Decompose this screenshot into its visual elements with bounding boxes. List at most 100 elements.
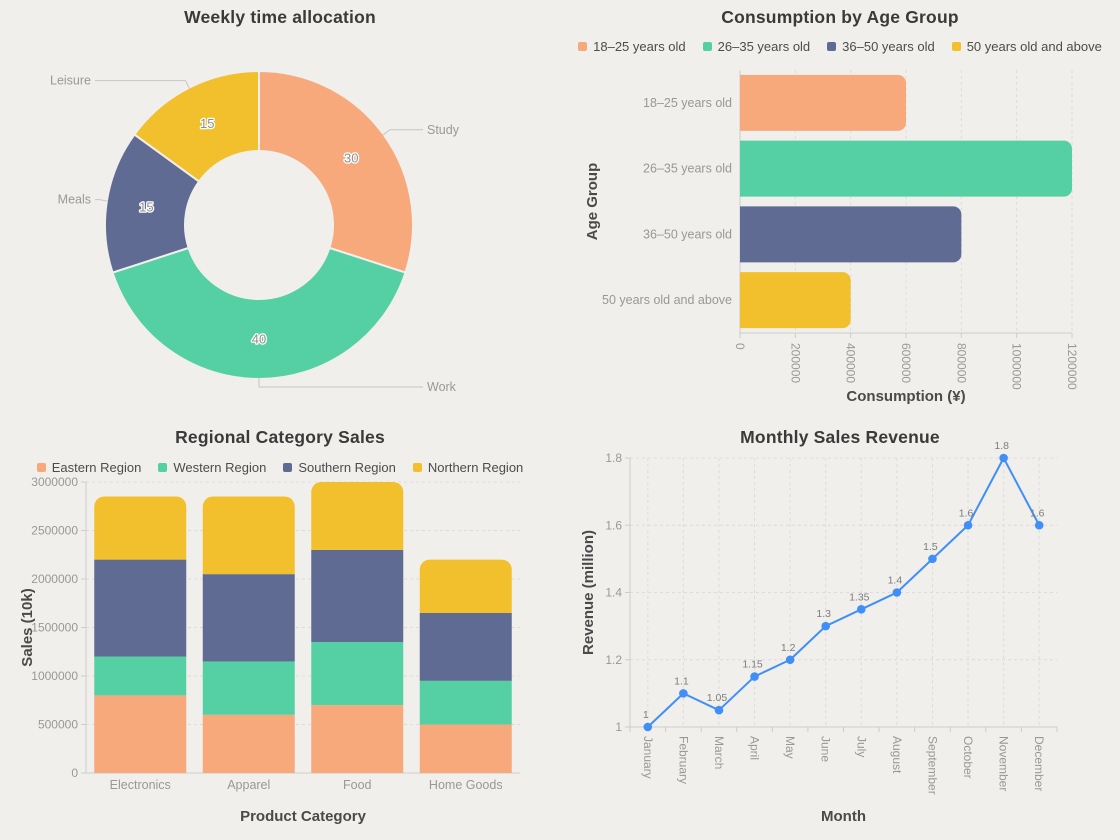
y-tick-label: 1500000 — [31, 621, 78, 635]
bar-26-35-years-old[interactable] — [740, 140, 1072, 197]
donut-label-line-work — [258, 378, 423, 388]
y-axis-title: Sales (10k) — [19, 588, 36, 666]
chart-title-consumption-by-age-group: Consumption by Age Group — [721, 7, 959, 27]
bar-18-25-years-old[interactable] — [740, 74, 906, 131]
stack-segment-food-eastern-region[interactable] — [311, 705, 404, 773]
stack-segment-home-goods-eastern-region[interactable] — [419, 724, 512, 774]
line-point-november[interactable] — [999, 453, 1008, 463]
x-axis-title: Product Category — [240, 808, 367, 825]
point-value-label-march: 1.05 — [707, 692, 728, 704]
donut-name-label-study: Study — [427, 123, 460, 137]
stack-segment-home-goods-southern-region[interactable] — [419, 612, 512, 681]
stack-segment-apparel-eastern-region[interactable] — [202, 714, 295, 773]
category-label-electronics: Electronics — [110, 778, 171, 792]
category-label-18-25-years-old: 18–25 years old — [643, 96, 732, 110]
donut-slice-meals[interactable] — [104, 133, 201, 274]
legend-item-northern-region[interactable]: Northern Region — [412, 460, 523, 475]
line-point-september[interactable] — [928, 554, 937, 564]
chart-title-regional-category-sales: Regional Category Sales — [175, 427, 385, 447]
legend-item-eastern-region[interactable]: Eastern Region — [36, 460, 142, 475]
x-tick-label-april: April — [748, 736, 762, 760]
line-point-june[interactable] — [821, 621, 831, 631]
y-tick-label: 1 — [615, 720, 622, 734]
revenue-line-series[interactable] — [647, 457, 1041, 728]
donut-slice-work[interactable] — [111, 246, 407, 381]
donut-slice-study[interactable] — [258, 69, 414, 274]
point-value-label-may: 1.2 — [781, 642, 796, 654]
bar-50-years-old-and-above[interactable] — [740, 272, 851, 329]
stack-segment-home-goods-northern-region[interactable] — [419, 559, 512, 613]
stack-segment-apparel-western-region[interactable] — [202, 661, 295, 715]
stack-segment-food-western-region[interactable] — [311, 642, 404, 706]
stack-segment-electronics-northern-region[interactable] — [94, 496, 187, 560]
line-point-march[interactable] — [714, 705, 724, 715]
legend-item-18-25-years-old[interactable]: 18–25 years old — [578, 39, 686, 54]
x-tick-label-september: September — [925, 736, 939, 795]
line-point-february[interactable] — [679, 689, 688, 698]
line-point-may[interactable] — [785, 655, 795, 665]
stack-segment-electronics-southern-region[interactable] — [94, 559, 187, 657]
y-tick-label: 3000000 — [31, 475, 78, 489]
point-value-label-january: 1 — [643, 709, 649, 721]
stack-segment-apparel-northern-region[interactable] — [202, 496, 295, 575]
line-point-july[interactable] — [856, 605, 866, 614]
stack-segment-food-southern-region[interactable] — [311, 549, 404, 643]
legend-label: Eastern Region — [51, 460, 142, 475]
donut-value-label-work: 40 — [252, 332, 266, 347]
donut-slice-leisure[interactable] — [133, 69, 260, 183]
category-label-home-goods: Home Goods — [429, 778, 503, 792]
x-tick-label: 800000 — [954, 343, 968, 383]
y-tick-label: 0 — [71, 766, 78, 780]
legend-label: 18–25 years old — [593, 39, 686, 54]
x-axis-title: Month — [821, 808, 866, 825]
line-point-october[interactable] — [963, 520, 973, 530]
legend-item-36-50-years-old[interactable]: 36–50 years old — [827, 39, 935, 54]
y-axis-title: Revenue (million) — [580, 530, 597, 655]
legend-item-50-years-old-and-above[interactable]: 50 years old and above — [951, 39, 1102, 54]
point-value-label-december: 1.6 — [1030, 507, 1045, 519]
legend-consumption-by-age-group: 18–25 years old 26–35 years old 36–50 year… — [560, 39, 1120, 54]
line-point-april[interactable] — [750, 672, 759, 681]
x-tick-label-march: March — [712, 736, 726, 769]
weekly-time-allocation-donut-chart: 30 Study 40 Work 15 Meals 15 Leisure — [50, 69, 460, 394]
stack-segment-apparel-southern-region[interactable] — [202, 574, 295, 662]
line-point-december[interactable] — [1034, 520, 1044, 530]
line-point-august[interactable] — [892, 588, 902, 597]
point-value-label-june: 1.3 — [816, 608, 831, 620]
point-value-label-february: 1.1 — [674, 675, 689, 687]
x-tick-label-february: February — [676, 736, 690, 784]
bar-36-50-years-old[interactable] — [740, 206, 962, 263]
category-label-50-years-old-and-above: 50 years old and above — [602, 293, 732, 307]
donut-value-label-meals: 15 — [139, 200, 153, 215]
category-label-apparel: Apparel — [227, 778, 270, 792]
x-tick-label: 600000 — [899, 343, 913, 383]
monthly-sales-revenue-line-chart: 1 1.2 1.4 1.6 1.8 1 January 1.1 February 1.05 Marc… — [580, 440, 1058, 825]
y-axis-title: Age Group — [584, 163, 601, 241]
panel-consumption-by-age-group: Consumption by Age Group 18–25 years old… — [560, 0, 1120, 420]
chart-title-weekly-time-allocation: Weekly time allocation — [184, 7, 376, 27]
x-tick-label: 1000000 — [1010, 343, 1024, 390]
donut-label-line-meals — [95, 199, 108, 202]
stack-segment-electronics-western-region[interactable] — [94, 656, 187, 696]
stack-segment-electronics-eastern-region[interactable] — [94, 695, 187, 773]
legend-swatch-icon — [36, 463, 46, 472]
line-point-january[interactable] — [643, 722, 653, 732]
category-label-food: Food — [343, 778, 372, 792]
x-tick-label-october: October — [961, 736, 975, 779]
legend-item-western-region[interactable]: Western Region — [158, 460, 266, 475]
x-tick-label-august: August — [890, 736, 904, 774]
legend-item-southern-region[interactable]: Southern Region — [283, 460, 396, 475]
legend-item-26-35-years-old[interactable]: 26–35 years old — [702, 39, 810, 54]
x-tick-label-may: May — [783, 736, 797, 759]
panel-weekly-time-allocation: Weekly time allocation 30 Study 40 Work 15 Me… — [0, 0, 560, 420]
legend-label: Southern Region — [298, 460, 396, 475]
legend-swatch-icon — [158, 463, 168, 472]
donut-value-label-study: 30 — [344, 150, 358, 165]
legend-swatch-icon — [702, 42, 712, 51]
x-tick-label-july: July — [854, 736, 868, 757]
x-tick-label: 1200000 — [1065, 343, 1079, 390]
donut-value-label-leisure: 15 — [200, 116, 214, 131]
stack-segment-food-northern-region[interactable] — [311, 482, 404, 550]
stack-segment-home-goods-western-region[interactable] — [419, 680, 512, 725]
